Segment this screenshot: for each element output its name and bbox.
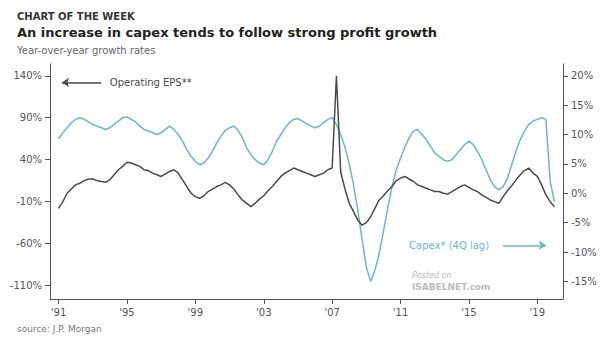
svg-text:'99: '99 xyxy=(188,307,203,318)
svg-text:40%: 40% xyxy=(20,154,42,165)
svg-text:CHART OF THE WEEK: CHART OF THE WEEK xyxy=(17,11,136,22)
svg-text:'15: '15 xyxy=(461,307,476,318)
svg-text:-10%: -10% xyxy=(571,247,597,258)
svg-text:-10%: -10% xyxy=(16,196,42,207)
svg-text:'91: '91 xyxy=(51,307,66,318)
svg-text:Operating EPS**: Operating EPS** xyxy=(110,77,192,88)
svg-text:-5%: -5% xyxy=(571,217,590,228)
svg-text:source: J.P. Morgan: source: J.P. Morgan xyxy=(17,324,102,334)
svg-text:15%: 15% xyxy=(571,100,593,111)
svg-text:'95: '95 xyxy=(119,307,134,318)
svg-text:'03: '03 xyxy=(256,307,271,318)
svg-text:-60%: -60% xyxy=(16,238,42,249)
svg-text:Capex* (4Q lag): Capex* (4Q lag) xyxy=(409,240,489,251)
svg-text:-15%: -15% xyxy=(571,276,597,287)
svg-text:Posted on: Posted on xyxy=(412,271,452,280)
svg-text:140%: 140% xyxy=(13,70,42,81)
svg-text:0%: 0% xyxy=(571,188,587,199)
svg-text:'11: '11 xyxy=(393,307,408,318)
svg-text:An increase in capex tends to: An increase in capex tends to follow str… xyxy=(17,25,437,40)
svg-text:'19: '19 xyxy=(530,307,545,318)
svg-text:Year-over-year growth rates: Year-over-year growth rates xyxy=(16,45,155,56)
svg-text:-110%: -110% xyxy=(10,280,42,291)
svg-text:5%: 5% xyxy=(571,158,587,169)
svg-text:'07: '07 xyxy=(324,307,339,318)
svg-text:20%: 20% xyxy=(571,70,593,81)
svg-text:90%: 90% xyxy=(20,112,42,123)
svg-text:10%: 10% xyxy=(571,129,593,140)
svg-text:ISABELNET.com: ISABELNET.com xyxy=(412,282,490,292)
